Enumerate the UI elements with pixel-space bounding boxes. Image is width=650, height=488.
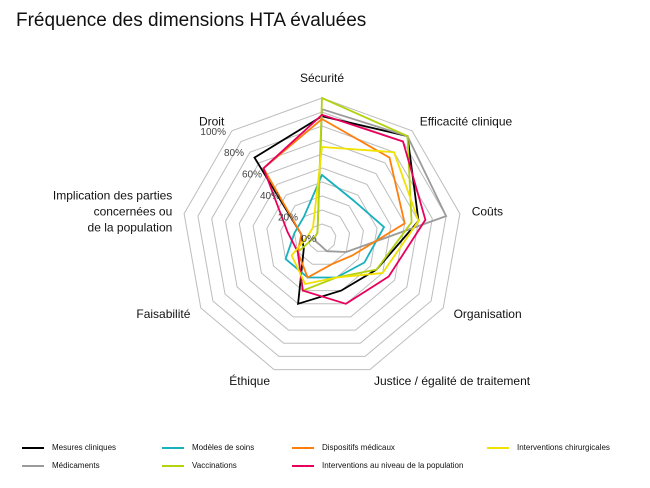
legend-item: Modèles de soins — [162, 443, 254, 452]
legend-label: Mesures cliniques — [52, 443, 117, 452]
grid-ring — [252, 167, 392, 305]
grid-ring — [211, 125, 433, 344]
chart-title: Fréquence des dimensions HTA évaluées — [16, 10, 367, 31]
axis-label: Justice / égalité de traitement — [374, 374, 531, 388]
legend-swatch — [22, 446, 44, 449]
radial-tick-label: 80% — [224, 148, 244, 159]
axis-label: Sécurité — [300, 71, 344, 85]
legend-item: Mesures cliniques — [22, 443, 116, 452]
axis-label: Implication des parties concernées ou de l… — [53, 189, 172, 235]
axis-label: Efficacité clinique — [420, 115, 513, 129]
axis-label: Faisabilité — [136, 307, 190, 321]
legend-label: Interventions chirurgicales — [517, 443, 610, 452]
axis-label: Éthique — [229, 373, 270, 388]
series-line-5 — [262, 113, 427, 305]
legend-swatch — [22, 464, 44, 467]
grid-ring — [238, 153, 406, 318]
grid-ring — [224, 139, 420, 331]
radial-tick-label: 100% — [200, 127, 226, 138]
radial-tick-label: 20% — [278, 213, 298, 224]
series-layer — [253, 96, 448, 306]
radial-tick-label: 0% — [302, 234, 317, 245]
legend-swatch — [162, 464, 184, 467]
axis-label: Organisation — [454, 307, 522, 321]
series-line-4 — [262, 117, 406, 279]
series-line-2 — [284, 173, 386, 279]
radial-tick-labels: 0% 20% 40% 60% 80% 100% — [200, 127, 316, 245]
legend-swatch — [162, 446, 184, 449]
legend-label: Interventions au niveau de la population — [322, 461, 464, 470]
legend-swatch — [487, 446, 509, 449]
legend-item: Dispositifs médicaux — [292, 443, 395, 452]
legend-label: Dispositifs médicaux — [322, 443, 395, 452]
legend-swatch — [292, 446, 314, 449]
legend-swatch — [292, 464, 314, 467]
grid-ring — [183, 97, 461, 371]
radial-tick-label: 40% — [260, 191, 280, 202]
grid-ring — [197, 111, 447, 357]
series-line-6 — [290, 146, 420, 286]
legend-item: Vaccinations — [162, 461, 237, 470]
legend: Mesures cliniques Modèles de soins Disposi… — [22, 443, 638, 479]
legend-item: Médicaments — [22, 461, 100, 470]
radar-grid — [183, 97, 461, 371]
axis-label: Droit — [199, 115, 225, 129]
legend-item: Interventions chirurgicales — [487, 443, 610, 452]
legend-label: Médicaments — [52, 461, 100, 470]
axis-label: Coûts — [472, 205, 503, 219]
legend-label: Vaccinations — [192, 461, 237, 470]
radar-chart: Sécurité Efficacité clinique Coûts Organisa… — [53, 71, 531, 388]
series-line-3 — [296, 96, 413, 292]
legend-item: Interventions au niveau de la population — [292, 461, 463, 470]
radial-tick-label: 60% — [242, 170, 262, 181]
axis-labels: Sécurité Efficacité clinique Coûts Organisa… — [53, 71, 531, 388]
legend-label: Modèles de soins — [192, 443, 255, 452]
